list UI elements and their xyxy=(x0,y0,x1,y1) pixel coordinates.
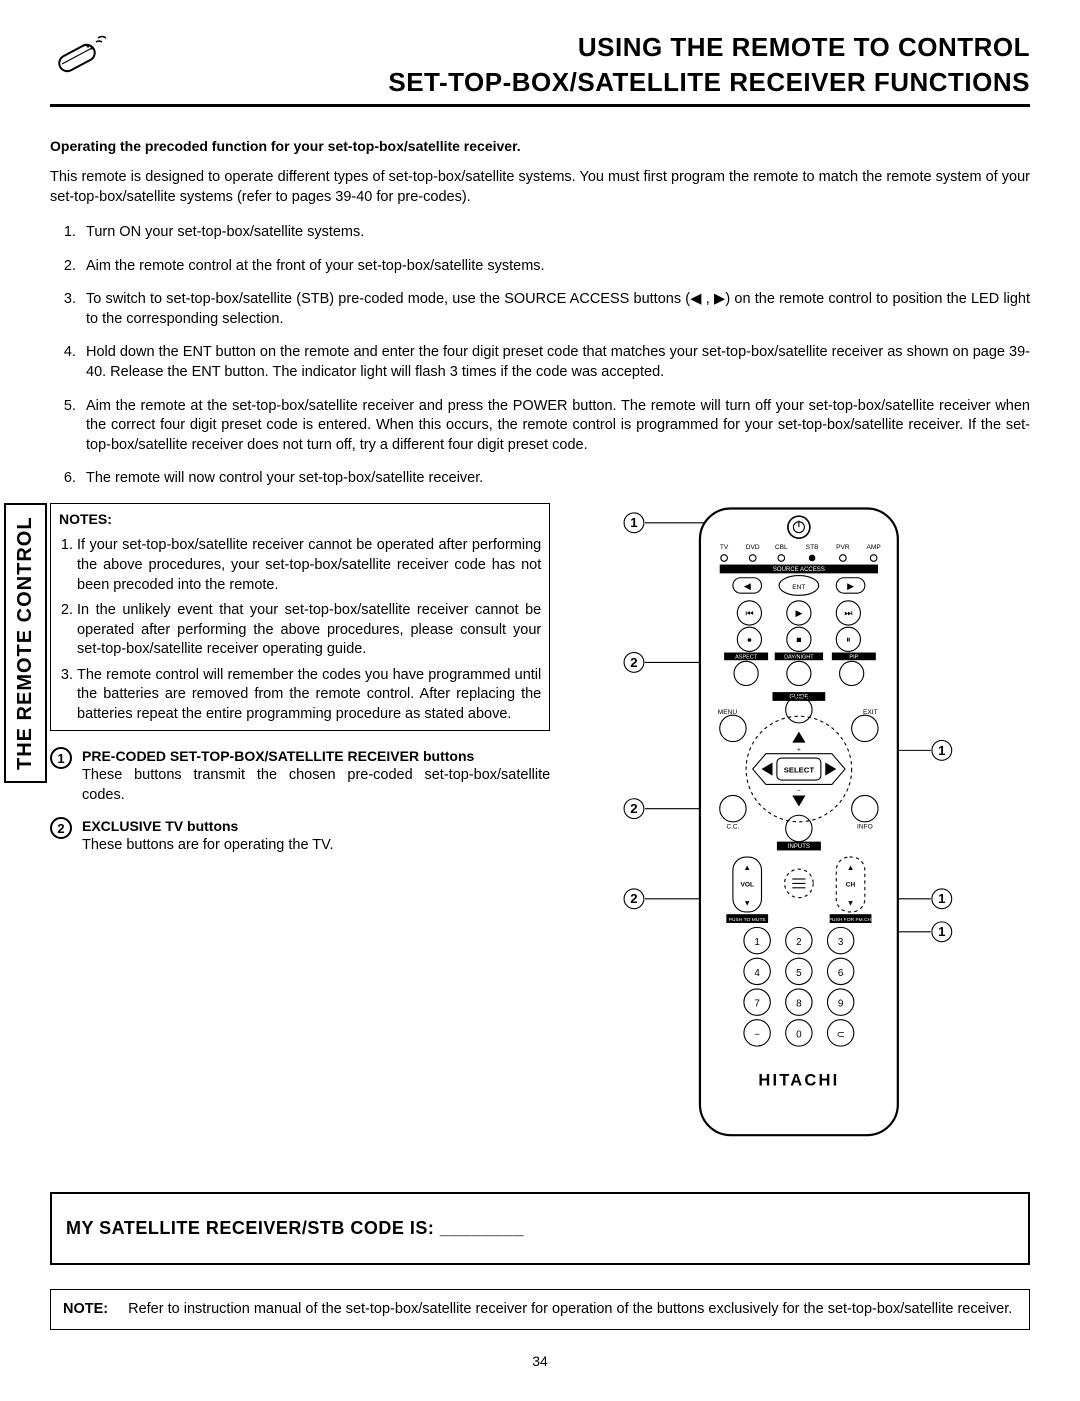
svg-text:▼: ▼ xyxy=(847,898,855,907)
button-group-2: 2 EXCLUSIVE TV buttons These buttons are… xyxy=(50,817,550,855)
svg-text:4: 4 xyxy=(755,968,761,979)
note-item: The remote control will remember the cod… xyxy=(77,666,541,725)
svg-text:3: 3 xyxy=(838,937,844,948)
callout-number: 1 xyxy=(50,747,72,769)
step-item: To switch to set-top-box/satellite (STB)… xyxy=(80,290,1030,329)
note-item: In the unlikely event that your set-top-… xyxy=(77,601,541,660)
button-desc: These buttons are for operating the TV. xyxy=(82,836,334,856)
svg-text:8: 8 xyxy=(796,998,802,1009)
remote-header-icon xyxy=(50,30,110,80)
svg-text:▲: ▲ xyxy=(744,863,752,872)
svg-text:1: 1 xyxy=(938,743,945,758)
svg-text:1: 1 xyxy=(938,924,945,939)
svg-text:1: 1 xyxy=(631,515,638,530)
button-title: EXCLUSIVE TV buttons xyxy=(82,817,334,836)
step-item: Turn ON your set-top-box/satellite syste… xyxy=(80,223,1030,243)
svg-text:⊂: ⊂ xyxy=(837,1029,845,1040)
button-title: PRE-CODED SET-TOP-BOX/SATELLITE RECEIVER… xyxy=(82,747,550,766)
svg-text:PVR: PVR xyxy=(836,544,850,551)
svg-text:1: 1 xyxy=(938,891,945,906)
svg-text:−: − xyxy=(754,1029,760,1040)
svg-text:PUSH FOR FM.CH.: PUSH FOR FM.CH. xyxy=(829,917,873,923)
step-item: The remote will now control your set-top… xyxy=(80,469,1030,489)
button-group-1: 1 PRE-CODED SET-TOP-BOX/SATELLITE RECEIV… xyxy=(50,747,550,805)
callout-number: 2 xyxy=(50,817,72,839)
svg-text:PIP: PIP xyxy=(850,654,859,660)
intro-heading: Operating the precoded function for your… xyxy=(50,137,1030,156)
svg-text:SOURCE ACCESS: SOURCE ACCESS xyxy=(773,567,825,573)
bottom-note: NOTE: Refer to instruction manual of the… xyxy=(50,1289,1030,1331)
side-tab: THE REMOTE CONTROL xyxy=(4,503,47,783)
remote-diagram: 1 2 1 2 2 1 1 TV DVD CBL STB PVR AMP xyxy=(568,503,1030,1163)
title-rule xyxy=(50,104,1030,107)
svg-text:2: 2 xyxy=(631,801,638,816)
page-header: USING THE REMOTE TO CONTROL SET-TOP-BOX/… xyxy=(50,30,1030,107)
svg-text:DAY/NIGHT: DAY/NIGHT xyxy=(784,654,814,660)
svg-text:STB: STB xyxy=(806,544,819,551)
page-number: 34 xyxy=(50,1352,1030,1371)
svg-text:0: 0 xyxy=(796,1029,802,1040)
svg-text:HITACHI: HITACHI xyxy=(759,1072,840,1090)
svg-text:2: 2 xyxy=(631,891,638,906)
svg-text:CBL: CBL xyxy=(775,544,788,551)
svg-text:⏮: ⏮ xyxy=(746,608,754,618)
svg-text:2: 2 xyxy=(631,655,638,670)
svg-text:6: 6 xyxy=(838,968,844,979)
code-box-label: MY SATELLITE RECEIVER/STB CODE IS: _____… xyxy=(66,1218,524,1238)
svg-text:INFO: INFO xyxy=(857,823,873,830)
step-item: Aim the remote at the set-top-box/satell… xyxy=(80,397,1030,456)
title-line-2: SET-TOP-BOX/SATELLITE RECEIVER FUNCTIONS xyxy=(120,65,1030,100)
svg-text:2: 2 xyxy=(796,937,802,948)
svg-text:●: ● xyxy=(747,634,752,644)
svg-text:AMP: AMP xyxy=(867,544,882,551)
svg-text:−: − xyxy=(797,788,801,795)
note-item: If your set-top-box/satellite receiver c… xyxy=(77,536,541,595)
svg-text:▼: ▼ xyxy=(744,898,752,907)
svg-text:DVD: DVD xyxy=(746,544,760,551)
svg-text:⏸: ⏸ xyxy=(846,634,850,644)
notes-box: NOTES: If your set-top-box/satellite rec… xyxy=(50,503,550,732)
svg-text:⏭: ⏭ xyxy=(845,608,853,618)
title-line-1: USING THE REMOTE TO CONTROL xyxy=(120,30,1030,65)
svg-text:▲: ▲ xyxy=(847,863,855,872)
notes-label: NOTES: xyxy=(59,511,112,527)
step-item: Aim the remote control at the front of y… xyxy=(80,257,1030,277)
svg-text:▶: ▶ xyxy=(847,581,854,591)
bottom-note-text: Refer to instruction manual of the set-t… xyxy=(128,1300,1012,1320)
intro-text: This remote is designed to operate diffe… xyxy=(50,168,1030,207)
svg-text:■: ■ xyxy=(796,634,801,644)
svg-text:▶: ▶ xyxy=(796,608,803,618)
steps-list: Turn ON your set-top-box/satellite syste… xyxy=(50,223,1030,489)
svg-text:CH: CH xyxy=(846,882,856,889)
svg-text:ASPECT: ASPECT xyxy=(735,654,758,660)
svg-text:TV: TV xyxy=(720,544,729,551)
svg-text:PUSH TO MUTE: PUSH TO MUTE xyxy=(729,917,767,923)
svg-text:+: + xyxy=(797,746,801,753)
bottom-note-label: NOTE: xyxy=(63,1300,108,1320)
code-box: MY SATELLITE RECEIVER/STB CODE IS: _____… xyxy=(50,1192,1030,1264)
svg-text:SELECT: SELECT xyxy=(784,765,815,774)
svg-text:◀: ◀ xyxy=(744,581,751,591)
button-desc: These buttons transmit the chosen pre-co… xyxy=(82,766,550,805)
svg-text:INPUTS: INPUTS xyxy=(788,844,810,850)
svg-text:7: 7 xyxy=(755,998,761,1009)
svg-text:9: 9 xyxy=(838,998,844,1009)
svg-text:VOL: VOL xyxy=(741,882,755,889)
svg-text:1: 1 xyxy=(755,937,761,948)
svg-text:C.C.: C.C. xyxy=(727,823,740,830)
step-item: Hold down the ENT button on the remote a… xyxy=(80,343,1030,382)
svg-text:ENT: ENT xyxy=(793,584,806,591)
svg-text:5: 5 xyxy=(796,968,802,979)
